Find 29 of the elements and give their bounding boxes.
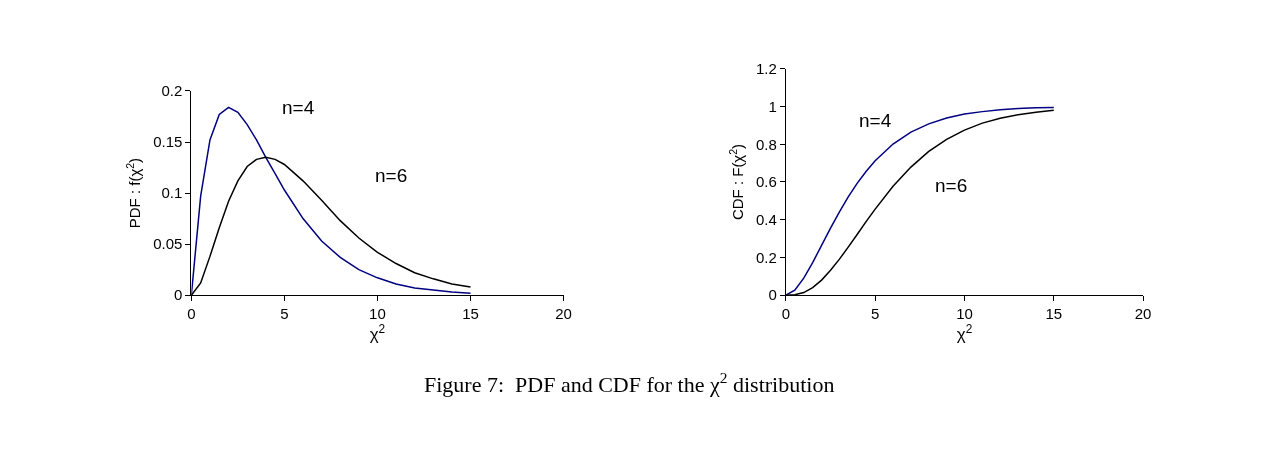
x-tick-label: 15 — [1045, 305, 1063, 323]
x-tick-label: 5 — [871, 305, 880, 323]
y-tick-label: 0.6 — [756, 173, 777, 191]
x-tick-label: 0 — [781, 305, 791, 323]
x-tick-label: 10 — [369, 305, 386, 323]
y-tick-label: 0.15 — [153, 133, 183, 151]
x-tick-label: 0 — [187, 305, 196, 323]
text: n=6 — [375, 165, 408, 186]
x-axis-title: χ$^{2}$ — [956, 322, 973, 345]
y-tick-label: 1 — [768, 97, 777, 115]
x-axis-title: χ$^{2}$ — [369, 322, 386, 345]
y-tick-label: 0 — [768, 286, 777, 304]
y-tick-label: 1.2 — [756, 60, 777, 78]
series-label: n=4 — [859, 110, 892, 131]
y-tick-label: 0.4 — [756, 210, 777, 228]
y-tick-label: 0.05 — [153, 235, 183, 253]
series-label: n=6 — [935, 175, 968, 196]
x-tick-label: 15 — [462, 305, 479, 323]
y-tick-label: 0 — [174, 286, 183, 304]
x-tick-label: 20 — [1134, 305, 1152, 323]
x-tick-label: 5 — [280, 305, 289, 323]
x-tick-label: 20 — [555, 305, 572, 323]
y-tick-label: 0.2 — [756, 248, 777, 266]
x-tick-label: 10 — [956, 305, 973, 323]
series-label: n=4 — [282, 97, 315, 118]
y-tick-label: 0.1 — [161, 184, 183, 202]
y-tick-label: 0.2 — [161, 82, 183, 100]
caption: Figure 7: PDF and CDF for the χ$^{2}$ distribution — [424, 369, 835, 398]
y-tick-label: 0.8 — [756, 135, 777, 153]
